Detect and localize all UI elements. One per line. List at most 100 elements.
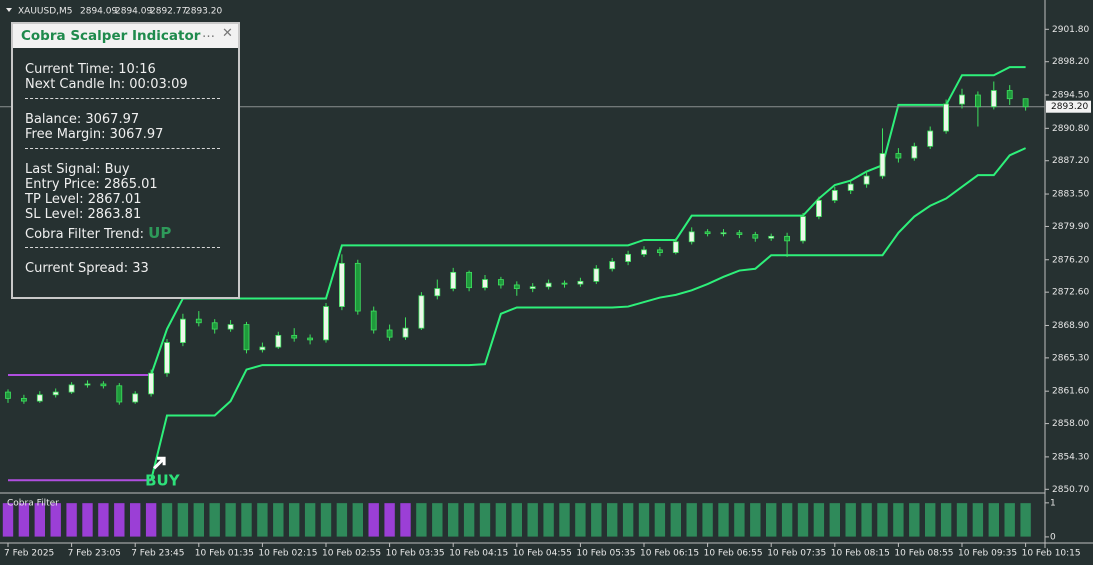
candle-body — [529, 286, 536, 289]
panel-line: SL Level: 2863.81 — [25, 207, 142, 222]
y-tick-label: 2858.00 — [1052, 419, 1089, 429]
filter-bar — [463, 502, 475, 538]
x-tick-label: 10 Feb 08:55 — [894, 549, 953, 559]
candle-body — [943, 103, 949, 132]
separator — [25, 148, 220, 149]
candle-body — [831, 190, 838, 201]
filter-bar — [240, 502, 253, 538]
y-tick-label: 2894.50 — [1052, 91, 1089, 101]
filter-y-tick-label: 0 — [1050, 532, 1056, 542]
candle-body — [895, 153, 902, 159]
filter-bar — [860, 502, 873, 538]
candle-body — [736, 232, 743, 235]
panel-line: Current Spread: 33 — [25, 261, 149, 276]
candle-body — [354, 262, 361, 312]
filter-bar — [972, 502, 984, 538]
filter-bar — [33, 502, 46, 538]
candle-body — [243, 324, 250, 351]
filter-bar — [208, 502, 221, 538]
filter-bar — [288, 502, 301, 538]
filter-bar — [924, 502, 937, 538]
candle-body — [672, 241, 679, 253]
x-tick-label: 10 Feb 04:15 — [449, 549, 508, 559]
header-symbol: XAUUSD,M5 — [18, 7, 73, 17]
candle-body — [975, 94, 981, 108]
header-ohlc: 2893.20 — [185, 7, 222, 17]
x-tick-label: 7 Feb 2025 — [4, 549, 54, 559]
signal-label: BUY — [145, 472, 181, 490]
candle-body — [259, 346, 266, 351]
filter-bar — [1019, 502, 1032, 538]
candle-body — [990, 90, 997, 108]
x-tick-label: 10 Feb 09:35 — [958, 549, 1017, 559]
buy-arrow — [153, 456, 166, 470]
filter-bar — [542, 502, 555, 538]
filter-bar — [193, 502, 205, 538]
separator — [25, 98, 220, 99]
candle-body — [863, 175, 870, 185]
candle-body — [450, 271, 457, 289]
filter-bar — [256, 502, 269, 538]
filter-bar — [431, 502, 444, 538]
y-tick-label: 2890.80 — [1052, 124, 1089, 134]
minimize-button[interactable]: … — [202, 26, 215, 41]
panel-line: Balance: 3067.97 — [25, 112, 140, 127]
filter-bar — [18, 502, 30, 538]
filter-bar — [701, 502, 714, 538]
candle-body — [577, 280, 584, 285]
candle-body — [275, 334, 282, 348]
filter-bar — [622, 502, 634, 538]
candle-body — [434, 288, 441, 297]
filter-bar — [638, 502, 650, 538]
candle-body — [132, 393, 139, 403]
x-tick-label: 10 Feb 02:55 — [322, 549, 381, 559]
trend-label: Cobra Filter Trend: — [25, 227, 145, 242]
filter-bar — [447, 502, 460, 538]
candle-body — [625, 253, 631, 262]
y-tick-label: 2901.80 — [1052, 25, 1089, 35]
panel-title: Cobra Scalper Indicator — [21, 28, 201, 44]
candle-body — [593, 268, 600, 282]
y-tick-label: 2868.90 — [1052, 321, 1089, 331]
filter-bar — [81, 502, 94, 538]
y-tick-label: 2887.20 — [1052, 156, 1089, 166]
filter-bar — [304, 502, 316, 538]
indicator-panel[interactable]: Cobra Scalper Indicator … ✕ Current Time… — [11, 22, 240, 299]
y-tick-label: 2854.30 — [1052, 452, 1089, 462]
header-menu-icon[interactable] — [6, 8, 12, 12]
filter-bar — [495, 502, 507, 538]
panel-line: Free Margin: 3067.97 — [25, 127, 164, 142]
filter-bar — [685, 502, 698, 538]
x-tick-label: 10 Feb 10:15 — [1022, 549, 1081, 559]
y-tick-label: 2861.60 — [1052, 387, 1089, 397]
filter-bar — [828, 502, 841, 538]
filter-bar — [1003, 502, 1016, 538]
candle-body — [927, 130, 934, 147]
filter-bar — [320, 502, 332, 538]
filter-bar — [956, 502, 968, 538]
filter-bar — [733, 502, 746, 538]
candle-body — [768, 235, 775, 239]
filter-bar — [383, 502, 396, 538]
candle-body — [466, 271, 473, 289]
x-tick-label: 7 Feb 23:45 — [131, 549, 184, 559]
header-ohlc: 2894.09 — [80, 7, 117, 17]
filter-bar — [224, 502, 237, 538]
candle-body — [609, 261, 616, 270]
candle-body — [959, 94, 965, 105]
candle-body — [482, 279, 488, 289]
filter-bar — [844, 502, 857, 538]
filter-bar — [526, 502, 539, 538]
candle-body — [704, 231, 711, 235]
x-tick-label: 10 Feb 01:35 — [195, 549, 254, 559]
filter-bar — [590, 502, 603, 538]
panel-title-bar: Cobra Scalper Indicator … ✕ — [13, 24, 238, 48]
close-button[interactable]: ✕ — [222, 26, 233, 41]
filter-bar — [65, 502, 78, 538]
filter-bar — [129, 502, 141, 538]
candle-body — [148, 372, 155, 395]
candle-body — [68, 384, 75, 393]
filter-bar — [272, 502, 285, 538]
candle-body — [816, 199, 822, 217]
candle-body — [1006, 90, 1013, 100]
